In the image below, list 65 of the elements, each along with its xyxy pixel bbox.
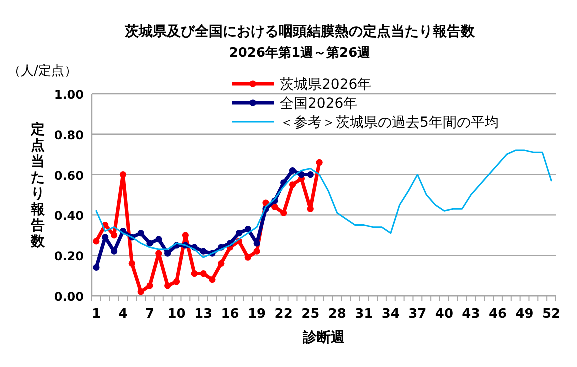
point [138, 230, 144, 237]
x-tick-label: 7 [145, 307, 155, 322]
point [316, 159, 323, 166]
x-tick-label: 40 [435, 307, 454, 322]
x-tick-label: 4 [118, 307, 128, 322]
x-tick-label: 25 [302, 307, 320, 322]
point [200, 248, 207, 255]
x-tick-label: 31 [355, 307, 374, 322]
y-tick-label: 1.00 [54, 88, 84, 102]
x-tick-label: 13 [194, 307, 213, 322]
x-tick-label: 10 [168, 307, 186, 322]
legend-label: 全国2026年 [280, 96, 358, 112]
x-tick-label: 19 [248, 307, 266, 322]
title: 茨城県及び全国における咽頭結膜熱の定点当たり報告数 [125, 24, 475, 40]
point [244, 226, 252, 233]
x-tick-label: 16 [221, 307, 240, 322]
point [200, 270, 207, 278]
x-tick-label: 28 [328, 307, 346, 322]
y-tick-label: 0.00 [54, 290, 84, 304]
point [164, 282, 172, 290]
legend-label: 茨城県2026年 [280, 77, 372, 93]
x-tick-label: 37 [408, 307, 427, 322]
point [93, 238, 100, 245]
point [191, 270, 198, 278]
point [307, 172, 314, 178]
x-tick-label: 52 [542, 307, 561, 322]
x-tick-label: 34 [382, 307, 400, 322]
ylabel: 定点当たり報告数 [31, 122, 45, 250]
point [289, 182, 296, 188]
point [146, 282, 154, 290]
x-tick-label: 1 [92, 307, 101, 322]
annotation: （人/定点） [8, 64, 78, 79]
y-tick-label: 0.40 [54, 209, 84, 224]
point [93, 264, 100, 272]
point [272, 204, 278, 210]
x-tick-label: 49 [516, 307, 534, 322]
point [280, 210, 288, 216]
point [146, 240, 154, 247]
x-tick-label: 46 [488, 307, 508, 322]
legend-label: ＜参考＞茨城県の過去5年間の平均 [280, 115, 499, 131]
point [298, 172, 305, 178]
point [236, 230, 243, 237]
y-tick-label: 0.80 [54, 128, 84, 142]
x-tick-label: 22 [274, 307, 293, 322]
xlabel: 診断週 [303, 330, 345, 346]
point [254, 248, 260, 255]
y-tick-label: 0.60 [54, 168, 84, 183]
x-tick-label: 43 [462, 307, 480, 322]
point [156, 250, 162, 257]
point [289, 167, 296, 174]
point [244, 254, 252, 261]
point [156, 236, 162, 243]
point [128, 260, 136, 267]
point [182, 232, 189, 239]
point [138, 288, 144, 296]
point [218, 260, 225, 267]
y-tick-label: 0.20 [54, 250, 84, 264]
subtitle: 2026年第1週～第26週 [229, 46, 371, 61]
point [120, 172, 127, 178]
point [209, 276, 216, 284]
point [254, 240, 260, 247]
point [111, 232, 118, 239]
point [173, 278, 180, 286]
point [164, 250, 172, 257]
point [307, 206, 314, 212]
